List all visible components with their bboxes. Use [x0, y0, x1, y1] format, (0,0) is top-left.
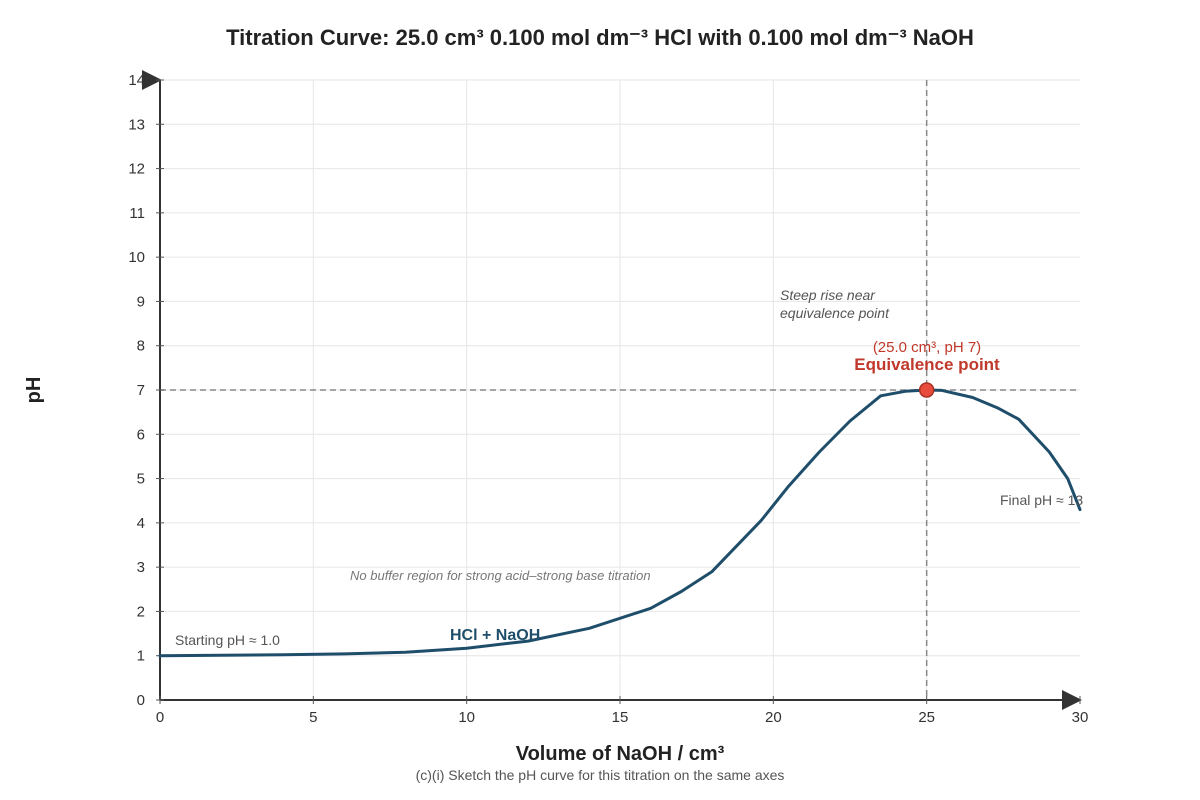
y-tick-label: 6: [137, 426, 145, 443]
y-tick-label: 13: [128, 116, 145, 133]
equivalence-point-label: Equivalence point: [854, 355, 1000, 374]
x-tick-label: 0: [156, 709, 164, 726]
steep-annotation-line2: equivalence point: [780, 305, 890, 321]
final-annotation: Final pH ≈ 13: [1000, 492, 1083, 508]
x-tick-label: 15: [612, 709, 629, 726]
figure-caption: (c)(i) Sketch the pH curve for this titr…: [416, 767, 785, 783]
equivalence-coordinate-label: (25.0 cm³, pH 7): [873, 339, 981, 356]
start-annotation: Starting pH ≈ 1.0: [175, 632, 280, 648]
y-tick-label: 5: [137, 471, 145, 488]
x-tick-label: 20: [765, 709, 782, 726]
series-layer: [158, 382, 1082, 658]
steep-annotation-line1: Steep rise near: [780, 287, 876, 303]
x-axis-arrowhead: [1062, 690, 1082, 710]
y-tick-label: 14: [128, 72, 145, 89]
series-label: HCl + NaOH: [450, 627, 540, 644]
x-axis-title: Volume of NaOH / cm³: [516, 743, 725, 765]
y-axis-title: pH: [23, 377, 45, 404]
y-tick-label: 3: [137, 559, 145, 576]
chart-title: Titration Curve: 25.0 cm³ 0.100 mol dm⁻³…: [226, 25, 974, 50]
y-tick-label: 12: [128, 161, 145, 178]
no-buffer-annotation: No buffer region for strong acid–strong …: [350, 568, 651, 583]
x-tick-label: 25: [918, 709, 935, 726]
y-tick-label: 2: [137, 603, 145, 620]
y-axis-arrowhead: [142, 70, 162, 90]
y-tick-label: 7: [137, 382, 145, 399]
equivalence-point-marker: [918, 382, 935, 398]
y-tick-label: 10: [128, 249, 145, 266]
y-tick-label: 8: [137, 338, 145, 355]
y-tick-label: 1: [137, 648, 145, 665]
y-tick-label: 11: [129, 205, 145, 222]
x-tick-label: 10: [458, 709, 475, 726]
y-tick-label: 9: [137, 293, 145, 310]
x-axis-ticks: 0 5 10 15 20 25 30: [156, 696, 1089, 726]
y-tick-label: 0: [137, 692, 145, 709]
titration-curve: [158, 388, 1082, 658]
x-tick-label: 30: [1072, 709, 1089, 726]
x-tick-label: 5: [309, 709, 317, 726]
y-tick-label: 4: [137, 515, 145, 532]
